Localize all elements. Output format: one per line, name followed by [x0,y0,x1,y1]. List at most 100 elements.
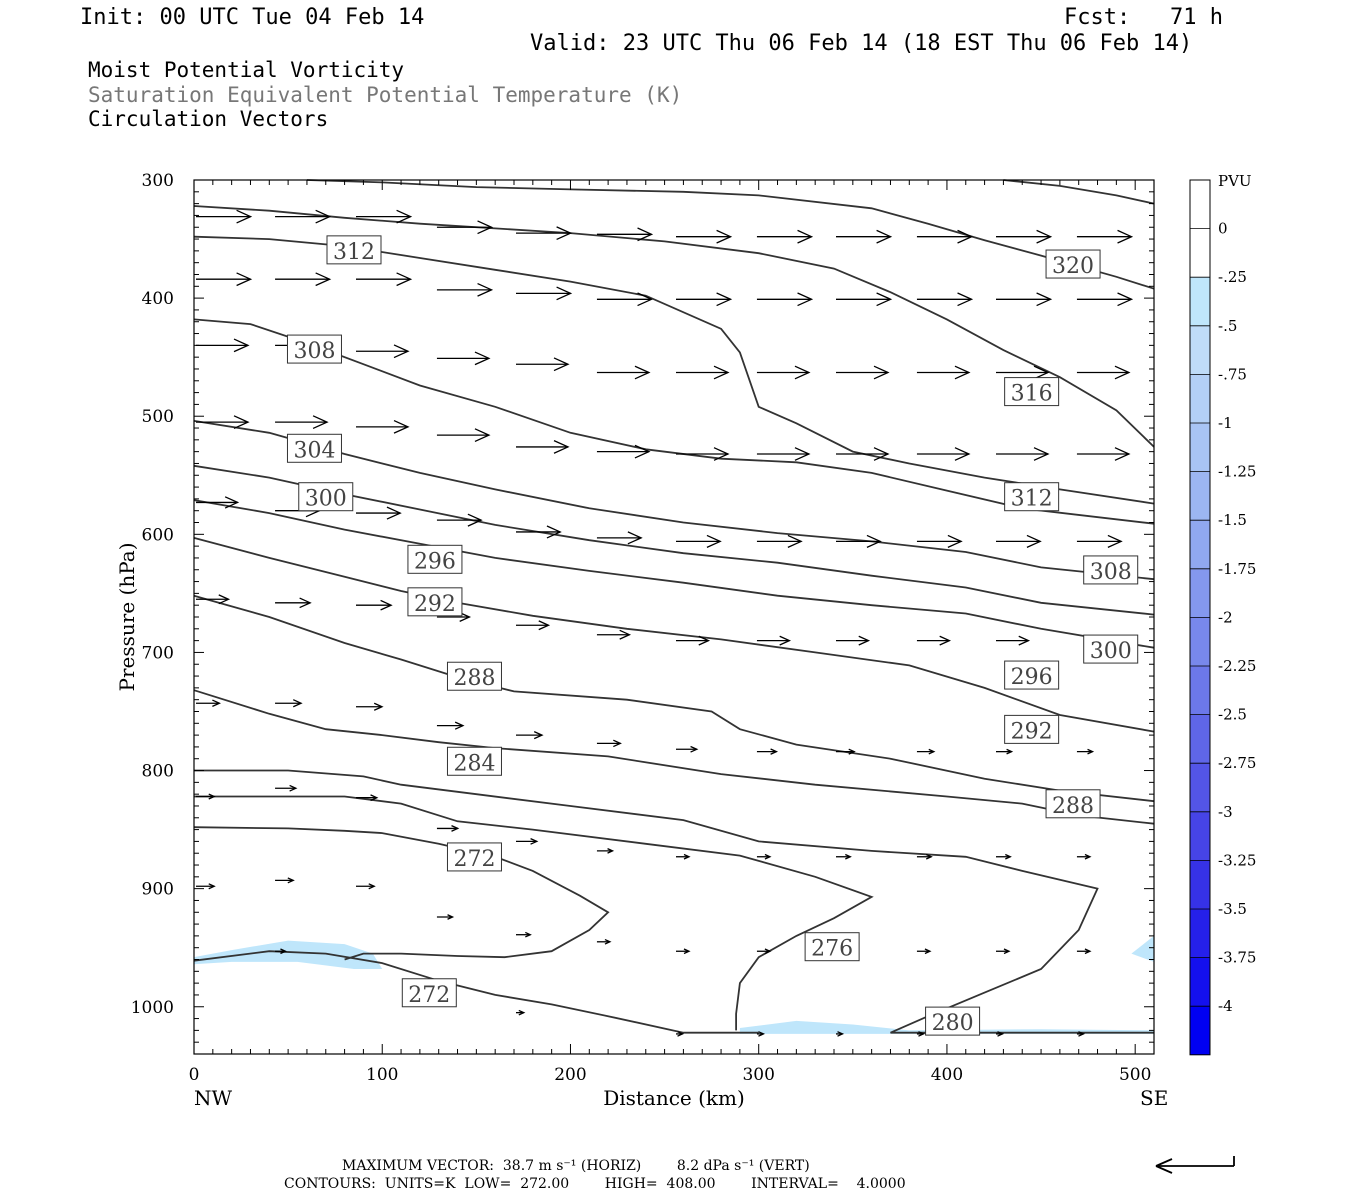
cross-section-chart: 312 320 308 316 304 312 300 296 308 292 300 288 296 2… [115,171,1256,1110]
circulation-vector [1076,534,1123,548]
circulation-vector [756,1031,766,1037]
vector-head [467,513,483,527]
colorbar-label: -2.25 [1218,657,1256,675]
circulation-vector [916,229,974,244]
contour-label-box [401,978,457,1008]
max-vector-note: MAXIMUM VECTOR: 38.7 m s⁻¹ (HORIZ) 8.2 d… [342,1158,810,1174]
contour-label-box [1004,482,1060,512]
vector-head [1084,948,1092,955]
vector-head [758,1031,766,1037]
vector-head [393,419,410,434]
theta-contour-276 [194,795,874,1031]
colorbar-label: -.25 [1218,268,1247,286]
contour-label-text: 276 [811,937,853,962]
circulation-vector [676,853,691,860]
vector-head [312,415,329,430]
vector-head [954,365,971,380]
vector-head [787,534,803,548]
contour-label-text: 312 [1011,487,1053,512]
vector-head [924,948,932,955]
colorbar-label: -3.5 [1218,900,1247,918]
theta-contour-284 [193,689,1155,825]
vector-head [634,444,651,459]
vector-head [1087,748,1095,755]
circulation-vector [436,513,483,527]
vector-head [683,853,691,860]
vector-head [845,853,852,860]
circulation-vector [676,948,691,955]
vector-head [1033,447,1050,461]
y-tick-label: 300 [142,171,174,191]
circulation-vector [436,351,491,366]
circulation-vector [916,1031,926,1037]
y-axis-label: Pressure (hPa) [115,543,139,692]
circulation-vector [436,612,472,622]
circulation-vector [596,531,643,545]
vector-head [553,440,570,454]
vector-head [1005,853,1012,860]
vector-head [1033,365,1050,380]
circulation-vector [1076,948,1092,955]
vector-head [299,597,312,609]
colorbar-swatch [1190,374,1210,423]
vector-head [396,272,413,287]
theta-contour-316 [193,205,1155,448]
circulation-vector [836,292,893,307]
colorbar-swatch [1190,423,1210,472]
y-tick-label: 1000 [131,998,174,1018]
vector-head [1107,534,1123,548]
circulation-vector [916,447,971,461]
colorbar-swatch [1190,714,1210,764]
vector-head [1114,365,1131,380]
vector-head [1117,292,1134,307]
vector-head [315,272,332,287]
vector-head [607,848,615,854]
vector-head [289,784,298,792]
vector-head [533,731,544,740]
contour-label: 316 [1004,377,1060,407]
colorbar-label: -1.75 [1218,560,1256,578]
pv-shade-area [194,940,383,969]
vector-head [454,721,465,730]
circulation-vector [436,282,494,297]
colorbar-label: -1.5 [1218,511,1247,529]
contour-label-text: 296 [414,549,456,574]
vector-head [876,229,893,244]
contour-label-box [1045,789,1101,819]
vector-head [713,447,730,461]
vector-head [1018,635,1031,646]
circulation-vector [356,883,376,890]
circulation-vector [356,344,410,359]
vector-head [634,365,651,380]
vector-head [716,292,733,307]
circulation-vector [916,948,932,955]
circulation-vector [916,292,974,307]
circulation-vector [676,365,730,380]
theta-contour-unlabeled [1003,179,1155,205]
vector-head [876,292,893,307]
y-tick-label: 600 [142,525,174,545]
vector-head [368,883,376,890]
circulation-vector [756,534,803,548]
colorbar-swatch [1190,1006,1210,1055]
circulation-vector [996,534,1042,548]
contour-label-box [804,932,860,962]
vector-head [947,534,963,548]
circulation-vector [196,209,253,224]
contour-label-box [286,334,342,364]
colorbar-swatch [1190,180,1210,229]
circulation-vector [436,825,460,832]
contour-label-box [1004,377,1060,407]
circulation-vector [516,620,551,631]
circulation-vector [275,877,295,884]
vector-head [706,534,722,548]
circulation-vector [996,447,1050,461]
theta-contour-280 [194,769,1154,1034]
vector-head [858,635,871,646]
vector-head [451,825,460,832]
contour-label: 276 [804,932,860,962]
circulation-vector [1076,1031,1086,1037]
vector-head [1006,748,1014,755]
circulation-vector [275,272,332,287]
vector-head [373,702,384,711]
